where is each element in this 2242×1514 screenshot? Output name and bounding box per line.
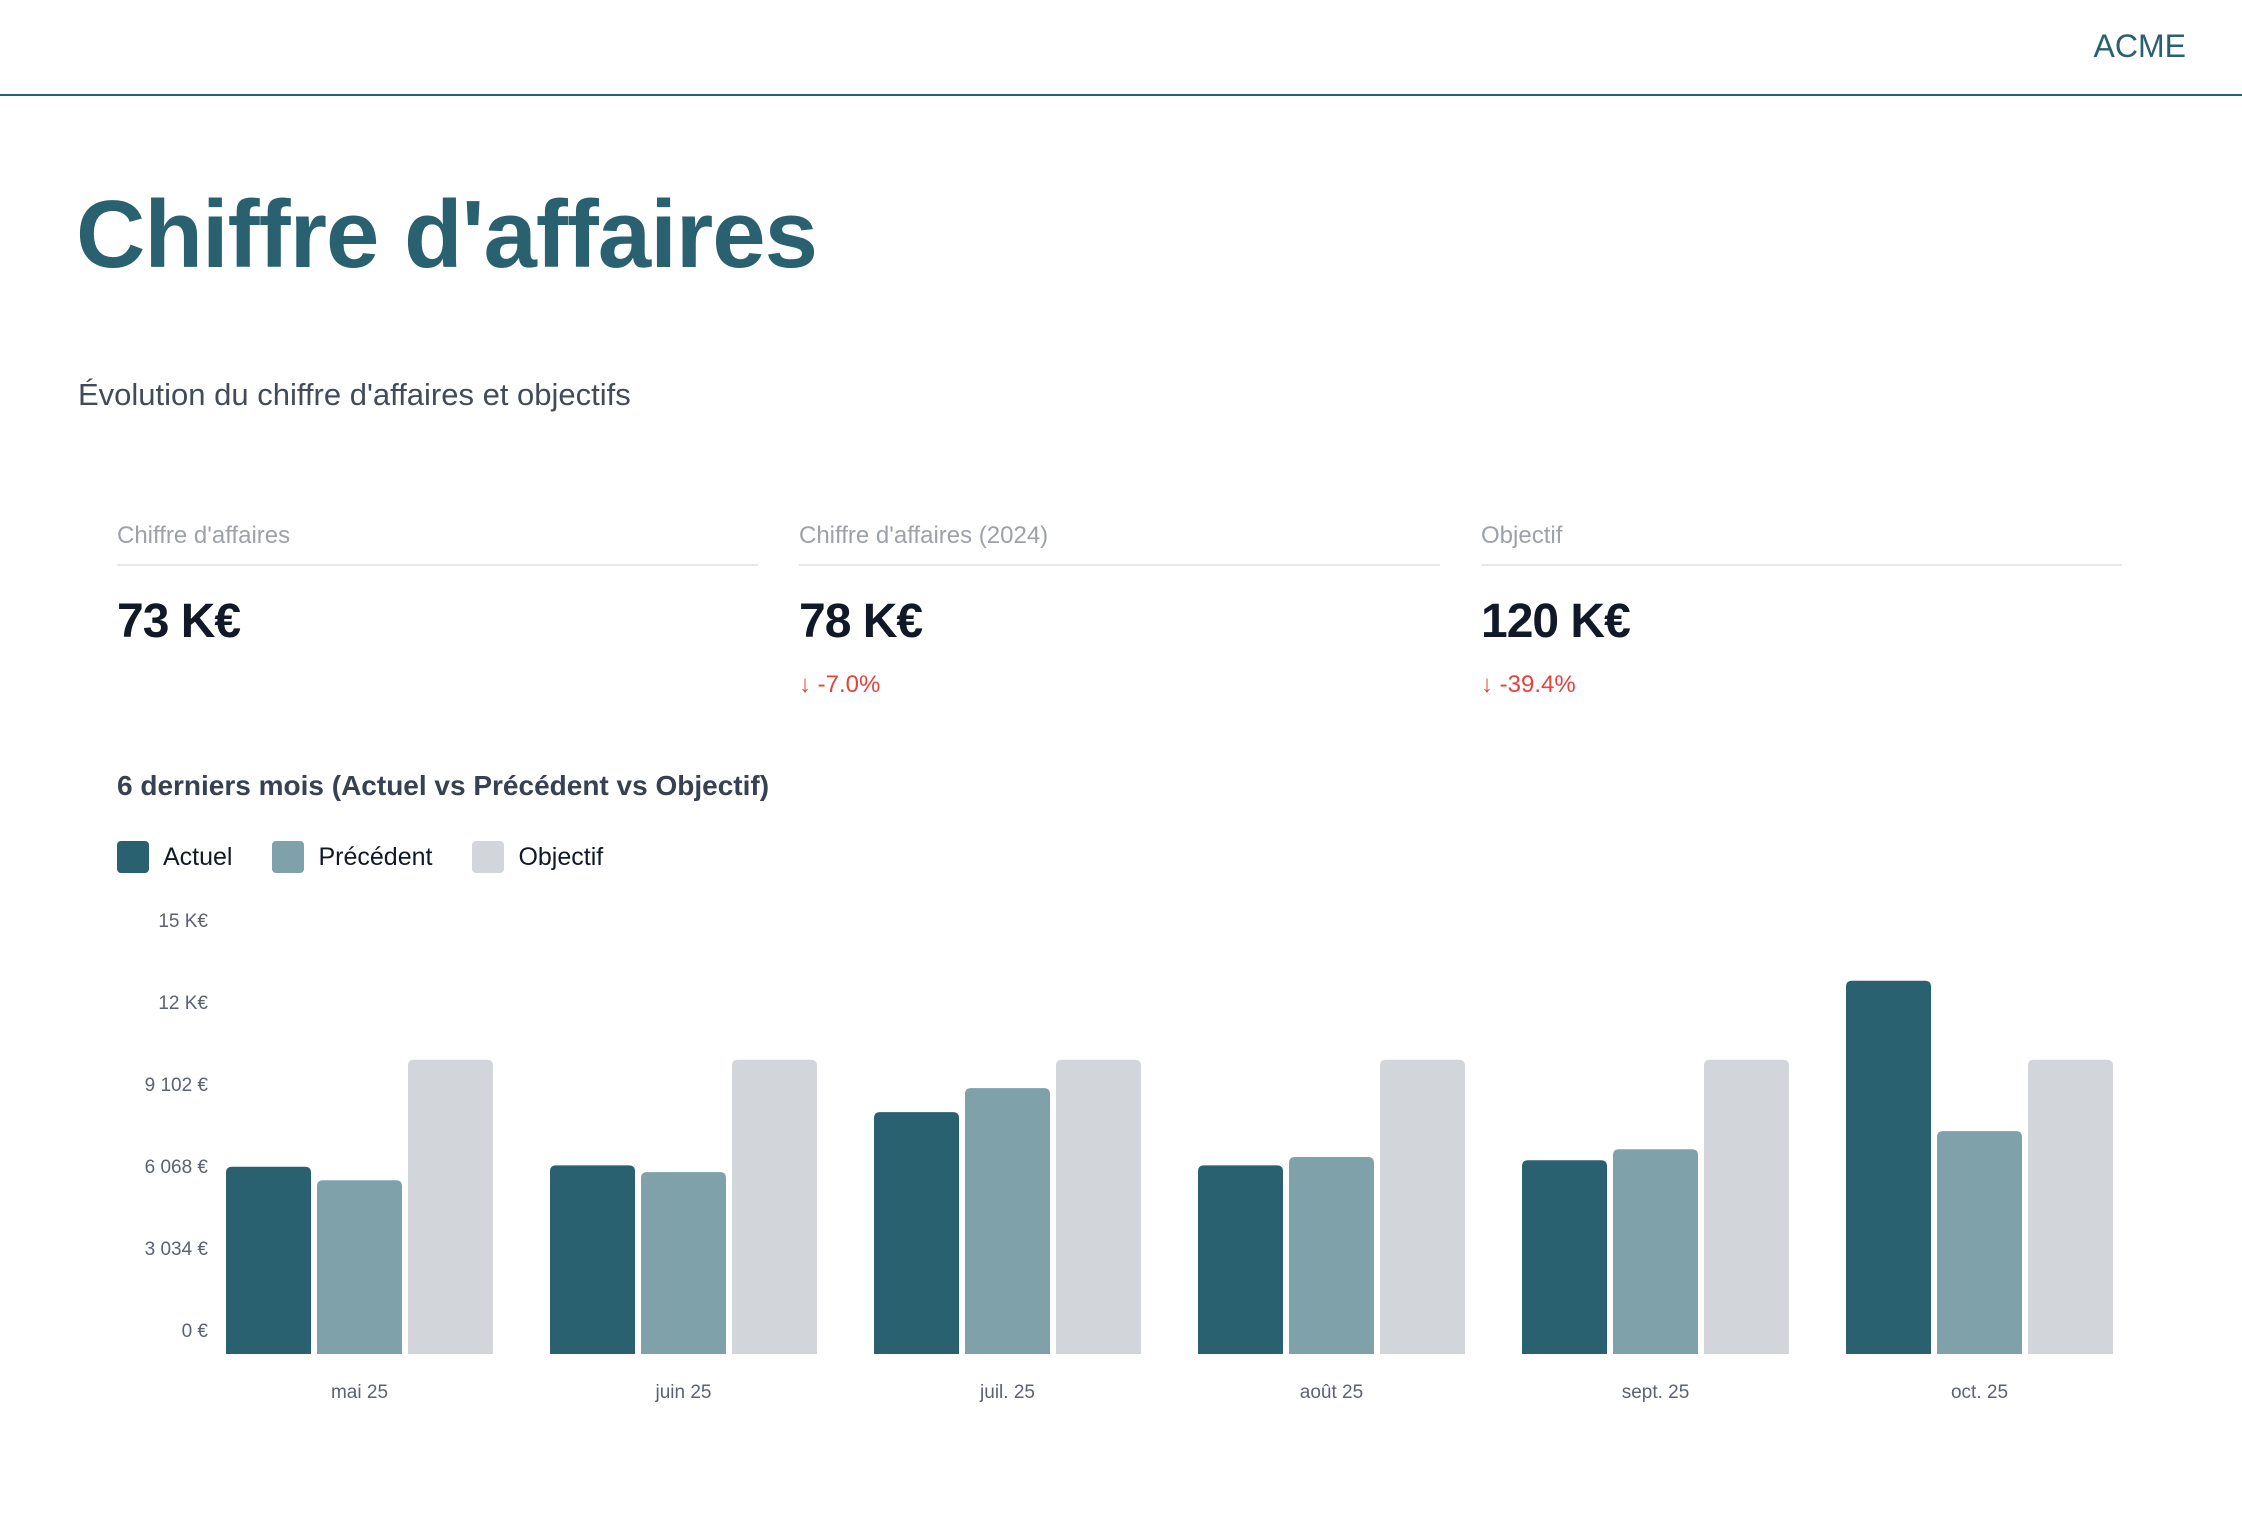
bar-precedent-5[interactable] <box>1937 1131 2022 1354</box>
x-tick-label: oct. 25 <box>1951 1382 2008 1403</box>
x-tick-label: juil. 25 <box>979 1382 1035 1403</box>
kpi-delta-value: -39.4% <box>1499 671 1576 698</box>
kpi-card-objective: Objectif 120 K€ ↓ -39.4% <box>1481 522 2122 701</box>
y-tick-label: 0 € <box>182 1321 209 1342</box>
legend-label: Précédent <box>318 842 433 871</box>
x-tick-label: juin 25 <box>655 1382 712 1403</box>
x-tick-label: sept. 25 <box>1622 1382 1690 1403</box>
kpi-delta <box>117 671 758 701</box>
page-title: Chiffre d'affaires <box>76 181 818 288</box>
y-tick-label: 6 068 € <box>145 1157 209 1178</box>
kpi-delta: ↓ -39.4% <box>1481 671 2122 701</box>
arrow-down-icon: ↓ <box>1481 671 1493 698</box>
kpi-card-revenue-2024: Chiffre d'affaires (2024) 78 K€ ↓ -7.0% <box>799 522 1440 701</box>
legend-item-precedent[interactable]: Précédent <box>272 841 432 873</box>
chart-title: 6 derniers mois (Actuel vs Précédent vs … <box>117 770 770 801</box>
y-tick-label: 9 102 € <box>145 1075 209 1096</box>
bar-objectif-4[interactable] <box>1704 1059 1789 1354</box>
bar-objectif-1[interactable] <box>732 1059 817 1354</box>
kpi-label: Chiffre d'affaires (2024) <box>799 522 1440 566</box>
kpi-value: 73 K€ <box>117 595 241 648</box>
legend-label: Objectif <box>518 842 604 871</box>
kpi-delta-value: -7.0% <box>817 671 881 698</box>
x-tick-label: août 25 <box>1300 1382 1363 1403</box>
brand-logo[interactable]: ACME <box>2093 28 2186 64</box>
kpi-value: 78 K€ <box>799 595 923 648</box>
kpi-card-revenue: Chiffre d'affaires 73 K€ <box>117 522 758 701</box>
bar-chart: 0 € 3 034 € 6 068 € 9 102 € 12 K€ 15 K€ mai 25… <box>145 911 2113 1403</box>
bar-precedent-3[interactable] <box>1289 1157 1374 1354</box>
top-header: ACME <box>0 0 2242 96</box>
arrow-down-icon: ↓ <box>799 671 811 698</box>
chart-legend: Actuel Précédent Objectif <box>117 841 643 873</box>
x-tick-label: mai 25 <box>331 1382 388 1403</box>
bar-actuel-5[interactable] <box>1846 980 1931 1354</box>
bar-objectif-3[interactable] <box>1380 1059 1465 1354</box>
bar-precedent-2[interactable] <box>965 1088 1050 1354</box>
bar-actuel-3[interactable] <box>1198 1165 1283 1354</box>
y-tick-label: 12 K€ <box>158 993 208 1014</box>
bar-actuel-1[interactable] <box>550 1165 635 1354</box>
legend-swatch <box>117 841 149 873</box>
bar-precedent-1[interactable] <box>641 1172 726 1354</box>
legend-label: Actuel <box>163 842 233 871</box>
bar-objectif-2[interactable] <box>1056 1059 1141 1354</box>
kpi-label: Objectif <box>1481 522 2122 566</box>
legend-item-actuel[interactable]: Actuel <box>117 841 232 873</box>
legend-item-objectif[interactable]: Objectif <box>472 841 603 873</box>
page-subtitle: Évolution du chiffre d'affaires et objec… <box>78 377 631 412</box>
bar-objectif-0[interactable] <box>408 1059 493 1354</box>
kpi-delta: ↓ -7.0% <box>799 671 1440 701</box>
bar-objectif-5[interactable] <box>2028 1059 2113 1354</box>
bar-actuel-2[interactable] <box>874 1112 959 1354</box>
bar-precedent-4[interactable] <box>1613 1149 1698 1354</box>
bar-actuel-0[interactable] <box>226 1166 311 1354</box>
legend-swatch <box>472 841 505 873</box>
kpi-label: Chiffre d'affaires <box>117 522 758 566</box>
kpi-value: 120 K€ <box>1481 595 1631 648</box>
legend-swatch <box>272 841 305 873</box>
y-tick-label: 15 K€ <box>158 911 208 932</box>
bar-precedent-0[interactable] <box>317 1180 402 1354</box>
y-tick-label: 3 034 € <box>145 1239 209 1260</box>
bar-actuel-4[interactable] <box>1522 1160 1607 1354</box>
